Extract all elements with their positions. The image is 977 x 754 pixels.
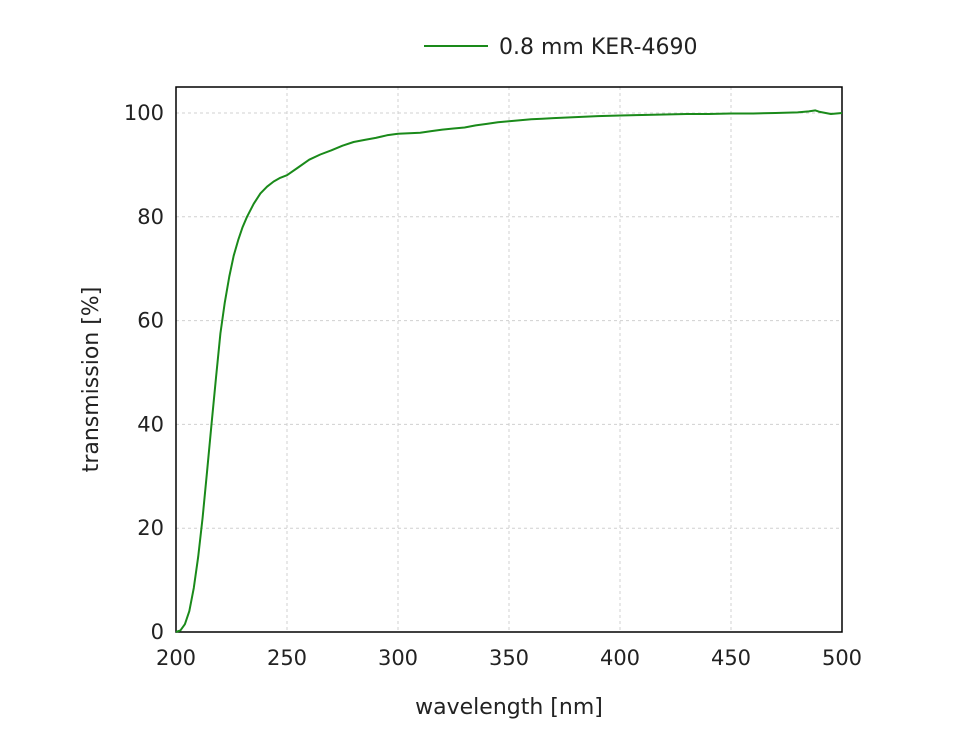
y-axis-title: transmission [%] (79, 287, 104, 473)
series-line (175, 109, 843, 633)
x-axis-title: wavelength [nm] (415, 695, 603, 720)
y-tick-label: 80 (137, 205, 164, 229)
grid (176, 87, 842, 632)
y-tick-label: 100 (124, 101, 164, 125)
y-tick-label: 60 (137, 309, 164, 333)
plot-frame (175, 86, 843, 633)
legend-label: 0.8 mm KER-4690 (499, 35, 697, 60)
y-axis-ticks: 0 20 40 60 80 100 (124, 101, 164, 644)
x-tick-label: 400 (600, 646, 640, 670)
x-tick-label: 250 (267, 646, 307, 670)
y-tick-label: 20 (137, 516, 164, 540)
x-tick-label: 350 (489, 646, 529, 670)
y-tick-label: 40 (137, 412, 164, 436)
x-tick-label: 500 (822, 646, 862, 670)
y-tick-label: 0 (151, 620, 164, 644)
x-tick-label: 200 (156, 646, 196, 670)
series-layer (175, 109, 843, 633)
x-axis-ticks: 200 250 300 350 400 450 500 (156, 646, 862, 670)
x-tick-label: 450 (711, 646, 751, 670)
x-tick-label: 300 (378, 646, 418, 670)
legend: 0.8 mm KER-4690 (424, 35, 697, 60)
